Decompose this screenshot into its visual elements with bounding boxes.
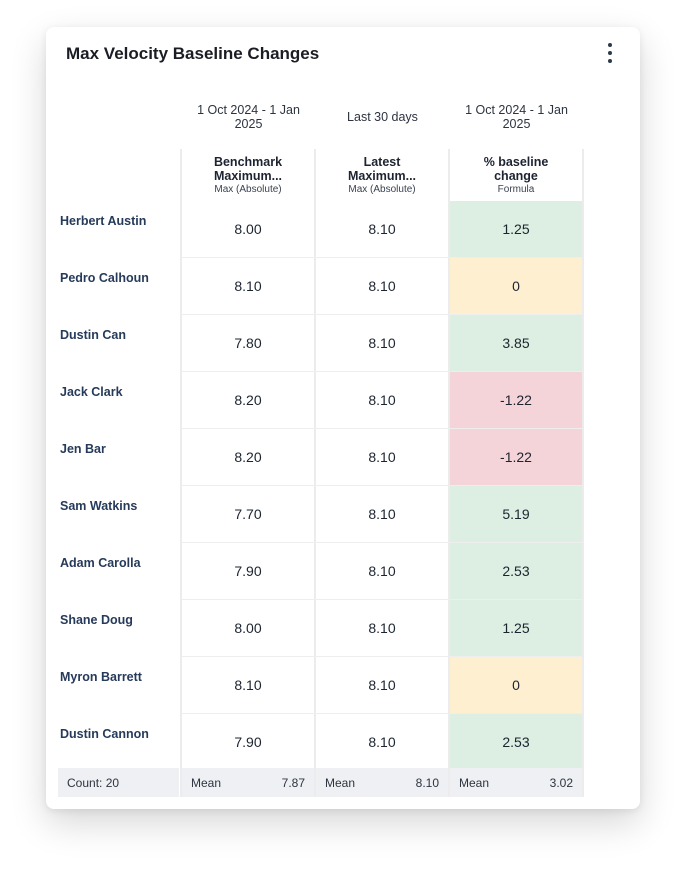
latest-cell: 8.10: [368, 335, 396, 351]
table-row[interactable]: Shane Doug 8.00 8.10 1.25: [46, 600, 640, 657]
benchmark-cell: 8.00: [234, 221, 262, 237]
change-cell: 1.25: [450, 201, 582, 257]
column-header-latest[interactable]: Latest Maximum... Max (Absolute): [316, 149, 448, 201]
benchmark-cell: 8.20: [234, 449, 262, 465]
change-cell: -1.22: [450, 429, 582, 485]
kebab-menu-icon[interactable]: [602, 39, 618, 67]
latest-cell: 8.10: [368, 620, 396, 636]
athlete-name[interactable]: Sam Watkins: [60, 499, 138, 513]
change-cell: 0: [450, 657, 582, 713]
latest-cell: 8.10: [368, 506, 396, 522]
benchmark-cell: 7.80: [234, 335, 262, 351]
athlete-name[interactable]: Herbert Austin: [60, 214, 147, 228]
column-divider: [180, 149, 182, 797]
table-row[interactable]: Sam Watkins 7.70 8.10 5.19: [46, 486, 640, 543]
benchmark-cell: 8.20: [234, 392, 262, 408]
athlete-name[interactable]: Dustin Can: [60, 328, 126, 342]
latest-cell: 8.10: [368, 677, 396, 693]
benchmark-cell: 8.10: [234, 677, 262, 693]
widget-title: Max Velocity Baseline Changes: [66, 44, 320, 63]
latest-cell: 8.10: [368, 392, 396, 408]
change-cell: -1.22: [450, 372, 582, 428]
stat-value: 3.02: [549, 775, 573, 790]
stat-label: Mean: [459, 775, 490, 790]
table-row[interactable]: Jen Bar 8.20 8.10 -1.22: [46, 429, 640, 486]
column-header-label: % baseline change: [483, 155, 549, 183]
table-row[interactable]: Adam Carolla 7.90 8.10 2.53: [46, 543, 640, 600]
table-row[interactable]: Jack Clark 8.20 8.10 -1.22: [46, 372, 640, 429]
column-period-benchmark: 1 Oct 2024 - 1 Jan 2025: [197, 103, 300, 131]
footer-stat-benchmark: Mean 7.87: [182, 768, 314, 797]
athlete-name[interactable]: Shane Doug: [60, 613, 133, 627]
table-footer: Count: 20 Mean 7.87 Mean 8.10 Mean 3.02: [46, 768, 640, 797]
footer-stat-latest: Mean 8.10: [316, 768, 448, 797]
column-header-aggregation: Formula: [497, 184, 535, 195]
athlete-name[interactable]: Dustin Cannon: [60, 727, 149, 741]
stat-label: Mean: [325, 775, 356, 790]
change-cell: 1.25: [450, 600, 582, 656]
table-row[interactable]: Myron Barrett 8.10 8.10 0: [46, 657, 640, 714]
column-header-label: Latest Maximum...: [347, 155, 417, 183]
latest-cell: 8.10: [368, 278, 396, 294]
latest-cell: 8.10: [368, 449, 396, 465]
table-row[interactable]: Herbert Austin 8.00 8.10 1.25: [46, 201, 640, 258]
change-cell: 3.85: [450, 315, 582, 371]
athlete-name[interactable]: Adam Carolla: [60, 556, 141, 570]
column-header-aggregation: Max (Absolute): [348, 184, 416, 195]
column-divider: [448, 149, 450, 797]
change-cell: 0: [450, 258, 582, 314]
stat-value: 7.87: [281, 775, 305, 790]
benchmark-cell: 7.90: [234, 563, 262, 579]
latest-cell: 8.10: [368, 734, 396, 750]
table-row[interactable]: Dustin Can 7.80 8.10 3.85: [46, 315, 640, 372]
column-header-change[interactable]: % baseline change Formula: [450, 149, 582, 201]
column-period-change: 1 Oct 2024 - 1 Jan 2025: [465, 103, 568, 131]
athlete-name[interactable]: Jack Clark: [60, 385, 123, 399]
benchmark-cell: 8.10: [234, 278, 262, 294]
stat-value: 8.10: [415, 775, 439, 790]
column-header-benchmark[interactable]: Benchmark Maximum... Max (Absolute): [182, 149, 314, 201]
table-row[interactable]: Pedro Calhoun 8.10 8.10 0: [46, 258, 640, 315]
stat-label: Mean: [191, 775, 222, 790]
column-divider: [314, 149, 316, 797]
column-header-label: Benchmark Maximum...: [213, 155, 283, 183]
latest-cell: 8.10: [368, 221, 396, 237]
athlete-name[interactable]: Jen Bar: [60, 442, 106, 456]
latest-cell: 8.10: [368, 563, 396, 579]
row-count: Count: 20: [58, 768, 179, 797]
change-cell: 2.53: [450, 543, 582, 599]
change-cell: 2.53: [450, 714, 582, 770]
benchmark-cell: 7.70: [234, 506, 262, 522]
athlete-name[interactable]: Pedro Calhoun: [60, 271, 149, 285]
row-count-label: Count: 20: [67, 775, 120, 790]
column-period-latest: Last 30 days: [347, 110, 418, 124]
change-cell: 5.19: [450, 486, 582, 542]
footer-stat-change: Mean 3.02: [450, 768, 582, 797]
column-header-aggregation: Max (Absolute): [214, 184, 282, 195]
table-row[interactable]: Dustin Cannon 7.90 8.10 2.53: [46, 714, 640, 771]
widget-card: Max Velocity Baseline Changes 1 Oct 2024…: [46, 27, 640, 809]
benchmark-cell: 8.00: [234, 620, 262, 636]
athlete-name[interactable]: Myron Barrett: [60, 670, 142, 684]
column-divider: [582, 149, 584, 797]
benchmark-cell: 7.90: [234, 734, 262, 750]
